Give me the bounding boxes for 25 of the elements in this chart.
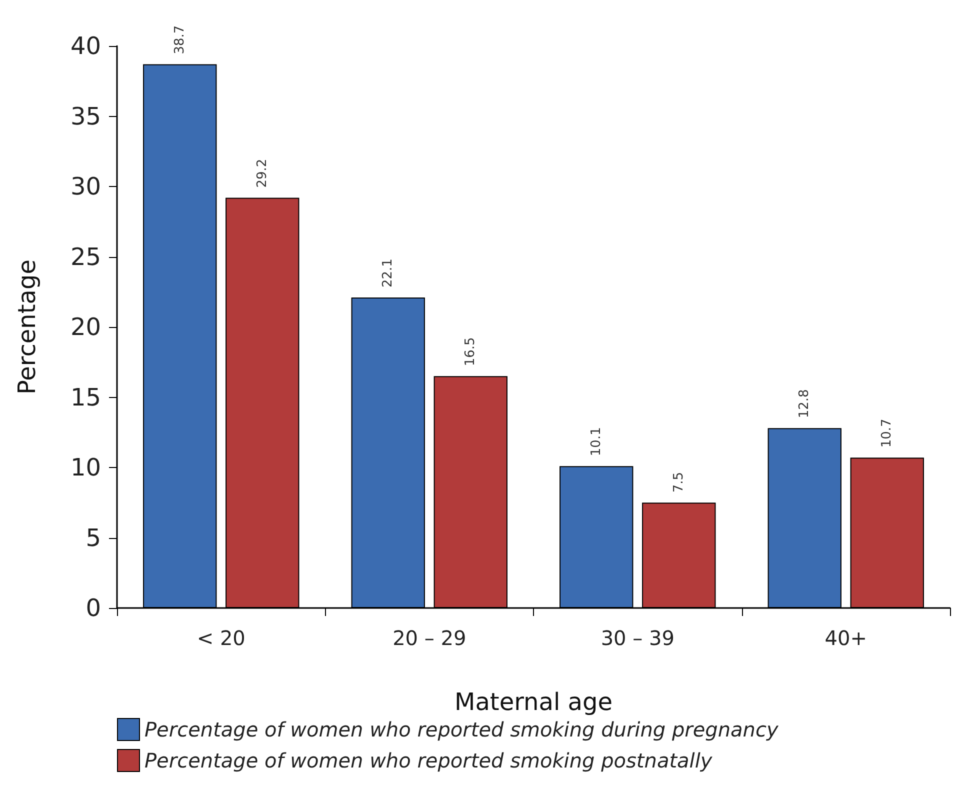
x-tick-label: 20 – 29 bbox=[392, 626, 466, 650]
data-label: 12.8 bbox=[797, 389, 812, 418]
y-tick-label: 40 bbox=[70, 32, 101, 60]
y-tick-label: 35 bbox=[70, 102, 101, 130]
x-tick-label: 40+ bbox=[824, 626, 867, 650]
data-label: 7.5 bbox=[671, 472, 686, 493]
y-tick-label: 5 bbox=[86, 524, 101, 552]
legend-label: Percentage of women who reported smoking during pregnancy bbox=[144, 718, 780, 742]
x-tick-label: < 20 bbox=[196, 626, 246, 650]
y-tick-label: 0 bbox=[86, 594, 101, 622]
data-label: 16.5 bbox=[463, 337, 478, 366]
y-axis-title: Percentage bbox=[13, 259, 41, 395]
y-tick-label: 10 bbox=[70, 454, 101, 482]
x-axis-title: Maternal age bbox=[454, 688, 612, 716]
y-tick-label: 15 bbox=[70, 383, 101, 412]
y-tick-label: 30 bbox=[70, 172, 101, 200]
data-label: 29.2 bbox=[254, 158, 270, 188]
data-label: 38.7 bbox=[172, 25, 188, 54]
data-label: 10.1 bbox=[588, 427, 604, 456]
legend-label: Percentage of women who reported smoking postnatally bbox=[144, 748, 714, 772]
x-tick-label: 30 – 39 bbox=[600, 626, 674, 650]
data-label: 22.1 bbox=[380, 258, 396, 288]
y-tick-label: 25 bbox=[70, 242, 101, 271]
y-tick-label: 20 bbox=[70, 313, 101, 341]
data-label: 10.7 bbox=[880, 418, 895, 448]
